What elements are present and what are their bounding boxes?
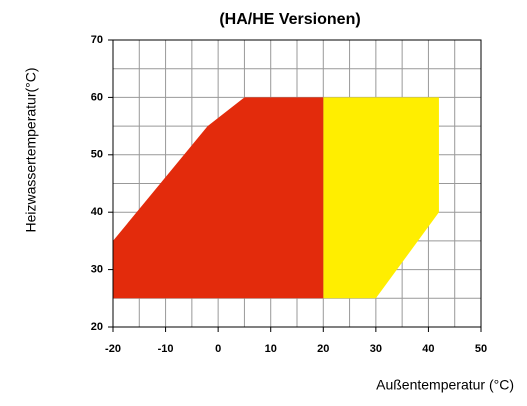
x-tick-label: 20 xyxy=(317,343,329,355)
plot-border xyxy=(112,39,482,328)
y-tick-label: 60 xyxy=(91,91,103,103)
x-tick-label: 40 xyxy=(422,343,434,355)
area xyxy=(113,97,324,299)
y-tick-label: 70 xyxy=(91,34,103,46)
y-tick-label: 40 xyxy=(91,206,103,218)
y-tick-label: 50 xyxy=(91,149,103,161)
plot xyxy=(113,97,439,299)
x-tick-label: -20 xyxy=(105,343,121,355)
x-tick-label: -10 xyxy=(158,343,174,355)
x-tick-label: 10 xyxy=(265,343,277,355)
chart-title: (HA/HE Versionen) xyxy=(219,11,360,28)
axes: -20 -10 0 10 20 30 40 50 20 30 40 50 60 70 xyxy=(91,34,487,355)
x-tick-label: 30 xyxy=(370,343,382,355)
x-tick-label: 50 xyxy=(475,343,487,355)
area xyxy=(323,97,439,299)
y-tick-label: 20 xyxy=(91,321,103,333)
x-axis-label: Außentemperatur (°C) xyxy=(376,377,514,393)
x-tick-label: 0 xyxy=(215,343,221,355)
y-tick-label: 30 xyxy=(91,264,103,276)
y-axis-label: Heizwassertemperatur(°C) xyxy=(23,67,39,232)
